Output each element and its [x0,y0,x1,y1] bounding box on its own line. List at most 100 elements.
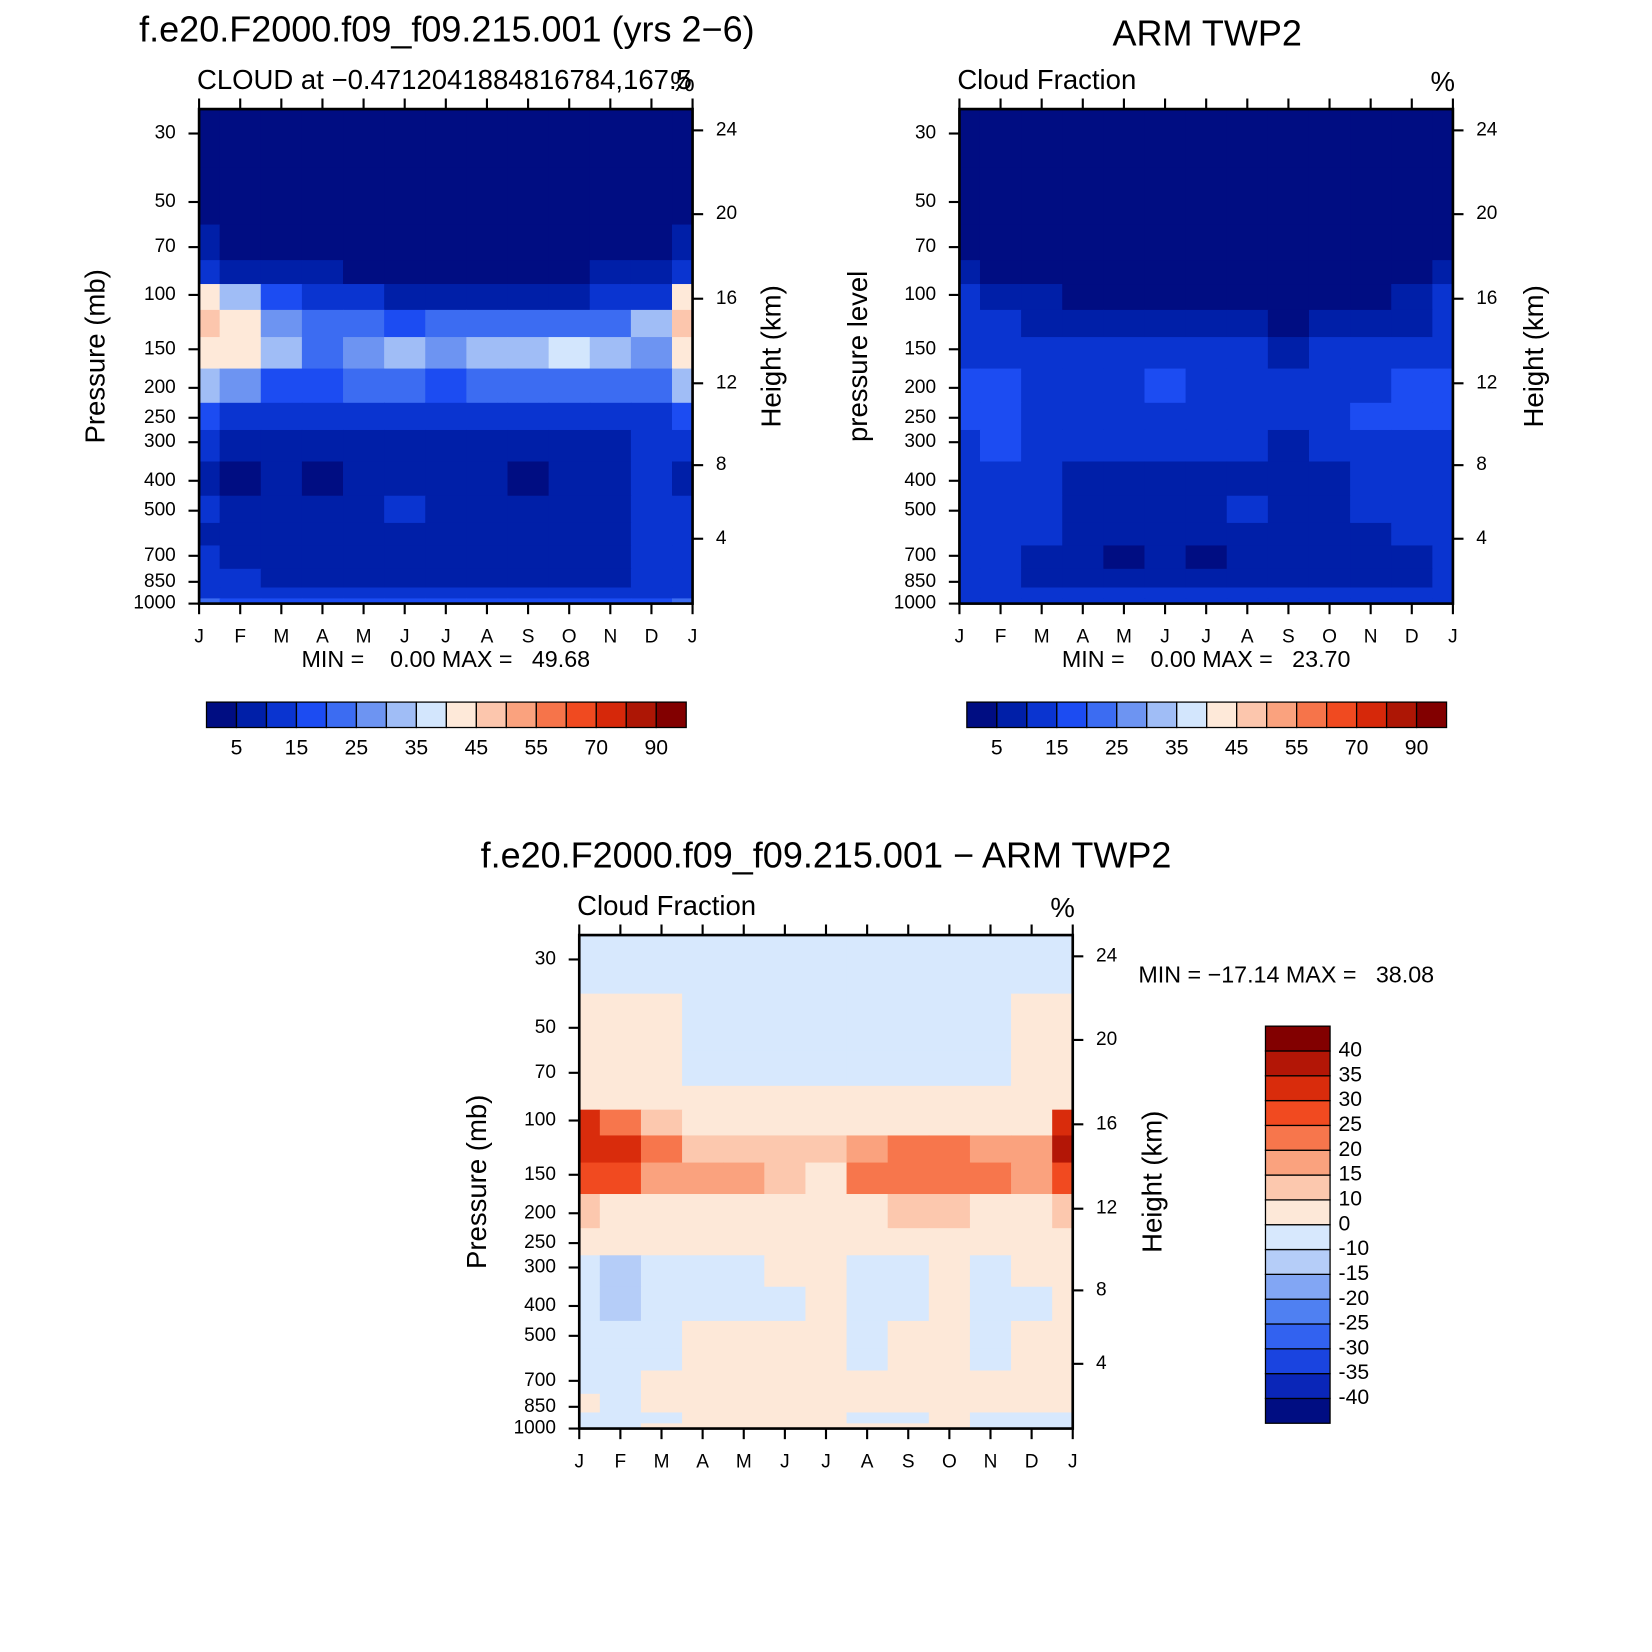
contour-cell [640,1393,683,1414]
colorbar-box [1266,701,1298,729]
x-tick-label: F [995,627,1007,648]
contour-cell [1308,402,1351,431]
contour-cell [1226,495,1269,524]
contour-cell [1308,461,1351,497]
contour-cell [599,1085,642,1111]
contour-cell [599,1050,642,1087]
contour-cell [1052,1228,1074,1256]
contour-cell [969,1255,1012,1288]
contour-cell [959,461,981,497]
contour-cell [682,1286,724,1322]
contour-cell [1144,545,1187,570]
colorbar-box [535,701,567,729]
contour-cell [959,402,981,431]
contour-cell [219,568,262,589]
contour-cell [630,260,673,285]
contour-cell [969,1228,1012,1256]
contour-cell [384,568,426,589]
y-tick-label: 500 [524,1325,556,1346]
units: % [1050,892,1074,923]
y2-tick-label: 16 [1476,288,1497,309]
contour-cell [1350,522,1392,547]
contour-cell [1144,495,1187,524]
colorbar-label: -15 [1339,1262,1370,1285]
subtitle: Cloud Fraction [577,890,756,921]
contour-cell [260,284,303,311]
colorbar-box [295,701,328,729]
contour-cell [1052,1286,1074,1322]
x-tick-label: S [522,627,535,648]
contour-cell [507,598,550,605]
contour-cell [979,260,1022,285]
contour-cell [1062,461,1104,497]
contour-cell [507,337,550,370]
contour-cell [1391,260,1433,285]
contour-cell [343,224,385,261]
contour-cell [1011,1085,1053,1111]
x-tick-label: M [356,627,372,648]
x-tick-label: F [234,627,246,648]
contour-cell [1391,368,1433,404]
colorbar-box [1056,701,1088,729]
contour-cell [579,1370,601,1395]
contour-cell [723,1194,765,1229]
y-tick-label: 400 [524,1295,556,1316]
contour-cell [846,1085,889,1111]
contour-cell [969,1050,1012,1087]
contour-cell [672,587,694,600]
contour-cell [301,568,344,589]
contour-cell [805,1255,848,1288]
contour-cell [887,1255,930,1288]
x-tick-label: J [400,627,410,648]
colorbar-box [1116,701,1148,729]
contour-cell [384,337,426,370]
colorbar-box [1264,1273,1331,1300]
colorbar-label: 70 [1345,736,1369,759]
y-tick-label: 700 [904,545,936,566]
contour-cell [1185,402,1228,431]
contour-cell [1432,167,1454,226]
contour-cell [1267,337,1310,370]
contour-cell [1350,309,1392,338]
contour-cell [1062,309,1104,338]
contour-cell [1011,1109,1053,1137]
contour-cell [1185,495,1228,524]
contour-cell [579,1348,601,1372]
contour-cell [1011,1348,1053,1372]
x-tick-label: M [273,627,289,648]
contour-cell [1062,260,1104,285]
x-tick-label: M [736,1451,752,1472]
contour-cell [764,1085,807,1111]
contour-cell [301,368,344,404]
contour-cell [846,1050,889,1087]
contour-cell [1021,109,1063,169]
contour-cell [1052,1393,1074,1414]
contour-cell [846,935,889,995]
contour-cell [1432,429,1454,463]
contour-cell [1144,284,1187,311]
contour-cell [1391,284,1433,311]
contour-cell [219,337,262,370]
contour-cell [805,1228,848,1256]
contour-cell [1062,545,1104,570]
contour-cell [630,224,673,261]
colorbar-label: 45 [1225,736,1249,759]
contour-cell [969,1320,1012,1349]
colorbar-label: 15 [1339,1163,1363,1186]
contour-cell [1308,545,1351,570]
contour-cell [682,1320,724,1349]
y-tick-label: 1000 [133,593,175,614]
contour-cell [1062,402,1104,431]
contour-cell [1144,167,1187,226]
colorbar-box [1086,701,1118,729]
contour-cell [199,309,221,338]
contour-cell [846,993,889,1051]
contour-cell [1185,522,1228,547]
contour-cell [805,1085,848,1111]
contour-cell [260,429,303,463]
contour-cell [343,337,385,370]
panel: f.e20.F2000.f09_f09.215.001 (yrs 2−6) CLO… [80,8,787,759]
contour-cell [979,224,1022,261]
colorbar-label: 70 [584,736,608,759]
contour-cell [548,495,591,524]
